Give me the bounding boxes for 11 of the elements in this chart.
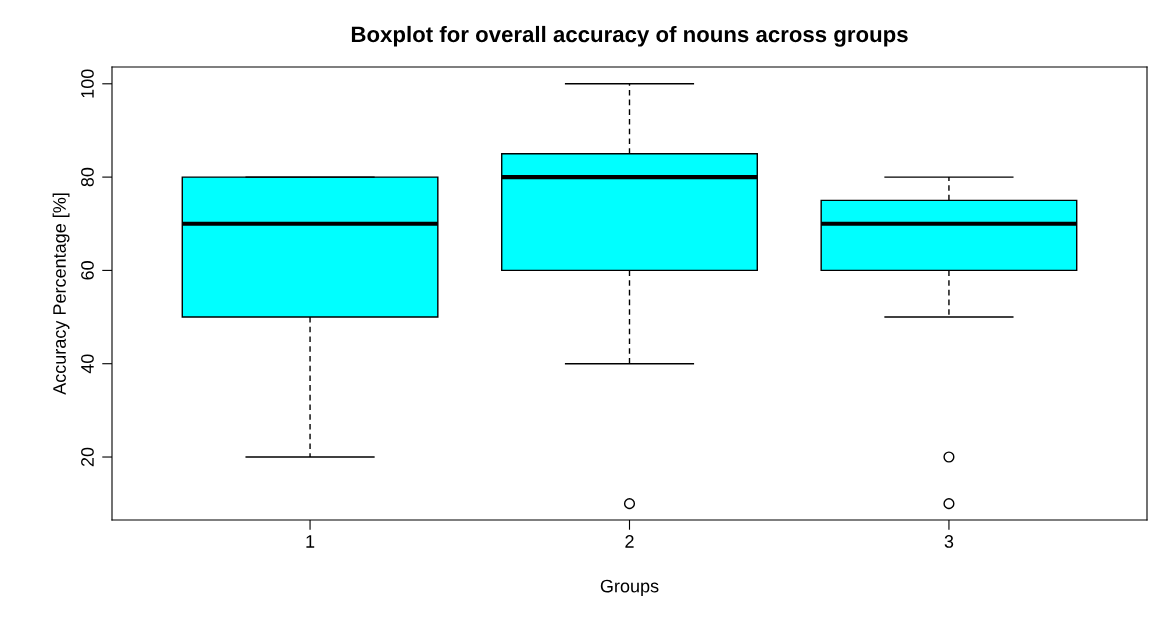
x-tick-label: 2 xyxy=(625,535,634,548)
y-tick-label: 20 xyxy=(81,447,94,467)
y-tick-label: 60 xyxy=(81,261,94,280)
y-tick-label: 80 xyxy=(81,167,94,187)
x-tick-label: 1 xyxy=(306,535,315,548)
x-tick-label: 3 xyxy=(944,535,954,548)
chart-title: Boxplot for overall accuracy of nouns across groups xyxy=(351,25,908,47)
y-tick-label: 100 xyxy=(81,69,94,98)
x-axis-title: Groups xyxy=(600,579,659,597)
y-axis-title: Accuracy Percentage [%] xyxy=(52,193,70,395)
y-tick-label: 40 xyxy=(81,354,94,374)
